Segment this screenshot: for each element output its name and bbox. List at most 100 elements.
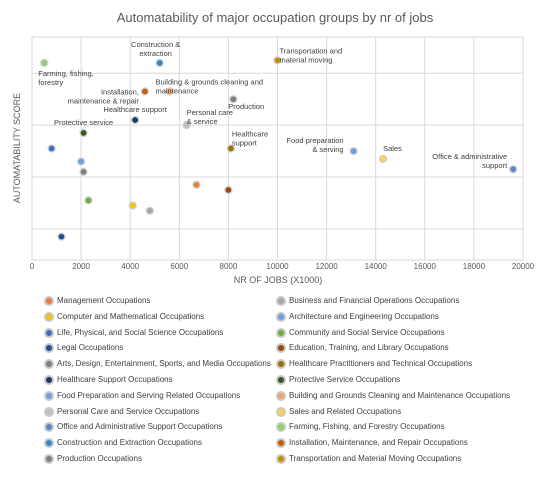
legend-item: Healthcare Practitioners and Technical O… <box>276 359 473 370</box>
data-label: Transportation and material moving <box>280 46 343 64</box>
legend-label: Management Occupations <box>57 296 151 305</box>
legend-marker <box>44 390 54 401</box>
legend-marker <box>276 375 286 385</box>
legend-marker <box>44 359 54 370</box>
legend-marker <box>44 311 54 322</box>
legend-label: Healthcare Practitioners and Technical O… <box>289 359 473 369</box>
legend-item: Computer and Mathematical Occupations <box>44 311 205 322</box>
chart-title: Automatability of major occupation group… <box>117 10 434 25</box>
x-tick-label: 10000 <box>266 262 289 271</box>
legend-marker <box>44 438 54 449</box>
data-point <box>509 165 518 174</box>
legend-label: Legal Occupations <box>57 343 124 353</box>
legend-label: Community and Social Service Occupations <box>289 327 445 337</box>
x-tick-label: 4000 <box>121 262 139 271</box>
data-label: Installation, maintenance & repair <box>68 87 140 105</box>
legend-item: Legal Occupations <box>44 343 124 354</box>
legend-marker <box>276 454 286 464</box>
x-tick-label: 8000 <box>220 262 238 271</box>
legend-marker <box>276 438 286 449</box>
plot-area: 0 2000 4000 6000 8000 10000 12000 14000 16000 180… <box>30 36 535 271</box>
legend-marker <box>276 343 286 354</box>
data-label: Office & administrative support <box>432 152 508 170</box>
legend-marker <box>44 454 54 464</box>
legend-marker <box>276 296 286 306</box>
data-label: Farming, fishing, forestry <box>38 69 93 87</box>
legend-label: Healthcare Support Occupations <box>57 375 173 384</box>
data-point <box>128 201 137 210</box>
legend-item: Management Occupations <box>44 296 150 306</box>
legend-marker <box>44 343 54 354</box>
x-tick-label: 0 <box>30 262 35 271</box>
scatter-chart: Automatability of major occupation group… <box>12 10 535 285</box>
x-tick-label: 6000 <box>170 262 188 271</box>
legend-item: Installation, Maintenance, and Repair Oc… <box>276 438 468 449</box>
x-tick-label: 16000 <box>414 262 437 271</box>
data-label: Protective service <box>54 118 113 127</box>
legend-marker <box>44 406 54 417</box>
legend-marker <box>44 422 54 433</box>
data-point <box>47 144 56 153</box>
data-label: Healthcare support <box>103 105 167 114</box>
legend-item: Architecture and Engineering Occupations <box>276 311 439 322</box>
data-point <box>229 95 238 104</box>
x-tick-label: 2000 <box>72 262 90 271</box>
data-label: Sales <box>383 144 402 153</box>
legend-marker <box>276 422 286 433</box>
legend-item: Office and Administrative Support Occupa… <box>44 422 223 433</box>
legend-label: Production Occupations <box>57 454 142 463</box>
data-point <box>76 157 86 166</box>
legend-label: Architecture and Engineering Occupations <box>289 311 439 321</box>
x-axis-label: NR OF JOBS (X1000) <box>234 275 323 285</box>
legend-item: Production Occupations <box>44 454 142 464</box>
data-point <box>40 58 49 68</box>
data-label: Healthcare support <box>232 130 268 148</box>
legend-label: Arts, Design, Entertainment, Sports, and… <box>57 359 271 369</box>
legend-marker <box>276 390 286 401</box>
x-tick-label: 18000 <box>463 262 486 271</box>
legend-label: Sales and Related Occupations <box>289 406 402 416</box>
legend-item: Food Preparation and Serving Related Occ… <box>44 390 241 401</box>
data-label: Construction & extraction <box>131 40 180 58</box>
legend-item: Sales and Related Occupations <box>276 406 402 417</box>
legend-label: Protective Service Occupations <box>289 375 401 384</box>
legend-label: Food Preparation and Serving Related Occ… <box>57 390 241 400</box>
x-tick-label: 20000 <box>512 262 535 271</box>
legend-label: Business and Financial Operations Occupa… <box>289 296 460 305</box>
legend-label: Construction and Extraction Occupations <box>57 438 202 448</box>
data-point <box>140 87 150 96</box>
legend-label: Transportation and Material Moving Occup… <box>289 454 462 463</box>
legend-label: Computer and Mathematical Occupations <box>57 311 205 321</box>
legend-marker <box>276 327 286 338</box>
legend-item: Life, Physical, and Social Science Occup… <box>44 327 223 338</box>
data-label: Building & grounds cleaning and maintenan… <box>155 77 263 95</box>
legend-item: Healthcare Support Occupations <box>44 375 173 385</box>
data-point <box>192 180 201 189</box>
legend-label: Personal Care and Service Occupations <box>57 406 200 416</box>
data-point <box>145 206 154 215</box>
legend-item: Construction and Extraction Occupations <box>44 438 202 449</box>
data-point <box>182 121 191 130</box>
data-label: Personal care & service <box>187 108 233 126</box>
data-point <box>165 87 174 96</box>
data-point <box>349 146 358 156</box>
legend-marker <box>276 406 286 417</box>
data-point <box>57 232 66 241</box>
legend-label: Office and Administrative Support Occupa… <box>57 422 223 432</box>
legend-item: Transportation and Material Moving Occup… <box>276 454 461 464</box>
data-point <box>84 196 93 205</box>
legend-label: Installation, Maintenance, and Repair Oc… <box>289 438 468 448</box>
data-point <box>79 167 88 176</box>
legend-marker <box>276 311 286 322</box>
legend-item: Education, Training, and Library Occupat… <box>276 343 449 354</box>
data-point <box>226 144 236 153</box>
legend-label: Education, Training, and Library Occupat… <box>289 343 449 353</box>
data-label: Production <box>228 102 264 111</box>
legend-marker <box>276 359 286 370</box>
data-label: Food preparation & serving <box>286 136 343 154</box>
data-point <box>273 56 282 65</box>
legend-item: Protective Service Occupations <box>276 375 400 385</box>
x-tick-label: 14000 <box>365 262 388 271</box>
legend-marker <box>44 375 54 385</box>
